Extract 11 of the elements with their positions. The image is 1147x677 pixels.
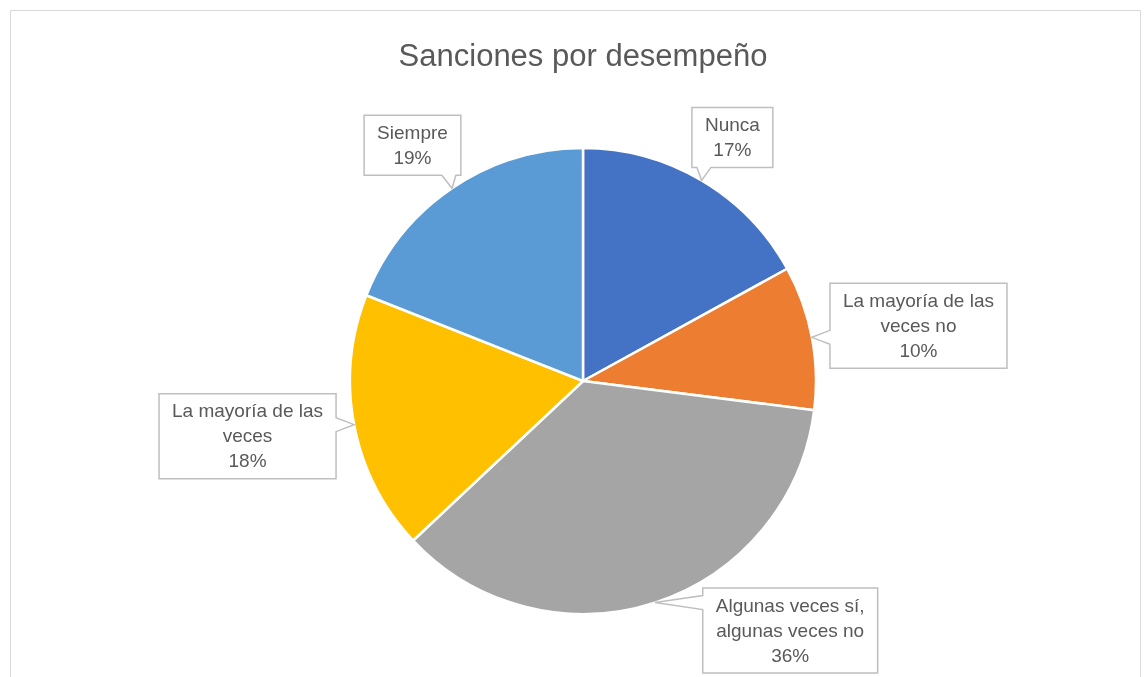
data-label: 36% (771, 644, 810, 666)
data-label: 19% (393, 146, 432, 168)
slice-label: La mayoría de las veces no (842, 289, 994, 336)
chart-title: Sanciones por desempeño (398, 38, 768, 73)
slice-label: Algunas veces sí, algunas veces no (715, 594, 865, 641)
slice-label: La mayoría de las veces (172, 400, 324, 447)
slice-label: Nunca (704, 113, 761, 135)
data-label: 18% (228, 450, 267, 472)
data-label: 17% (713, 138, 752, 160)
slice-label: Siempre (377, 121, 448, 143)
data-label: 10% (899, 339, 938, 361)
